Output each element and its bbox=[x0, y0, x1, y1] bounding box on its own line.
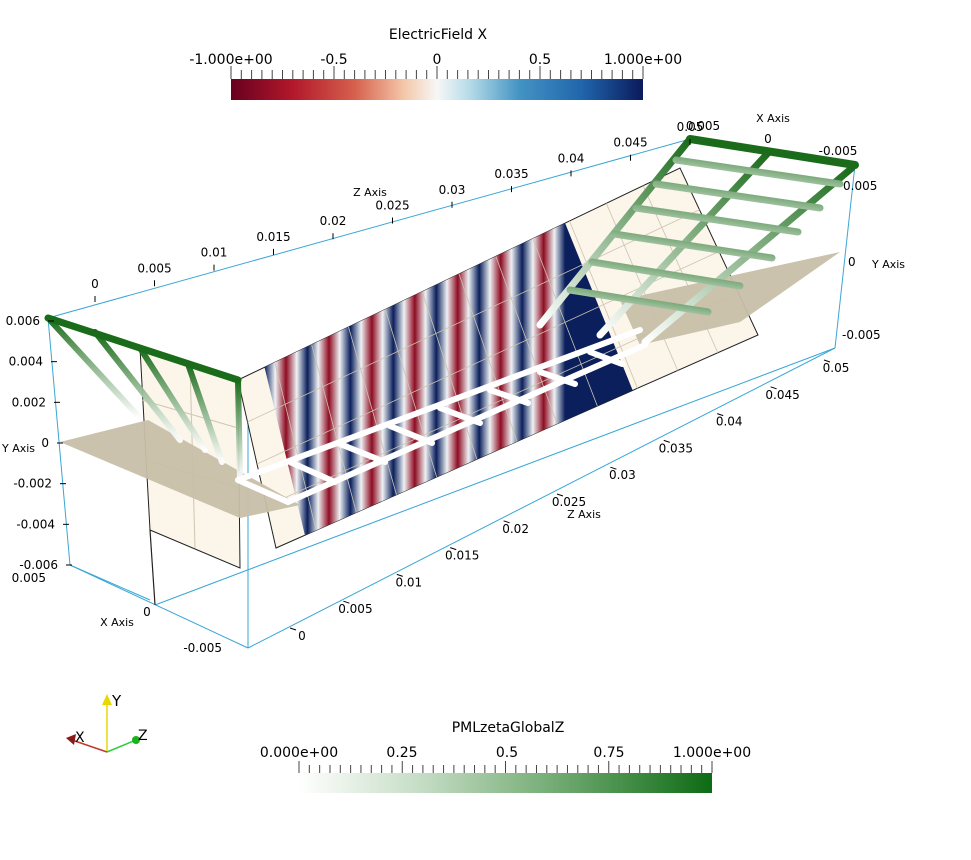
tick-label: 0 bbox=[41, 436, 49, 450]
tick-label: 0.002 bbox=[12, 395, 46, 409]
tick-label: 0.03 bbox=[609, 468, 636, 482]
plane-right bbox=[620, 252, 840, 345]
pml-mesh-center bbox=[235, 327, 648, 505]
tick-label: 0.05 bbox=[823, 361, 850, 375]
tick-label: 0 bbox=[143, 605, 151, 619]
tick-label: 0.005 bbox=[137, 261, 171, 275]
colorbar-label: -0.5 bbox=[320, 52, 347, 68]
tick-label: 0.045 bbox=[765, 388, 799, 402]
y-axis-left: Y Axis 0.006 0.004 0.002 0 -0.002 -0.004 -0.00… bbox=[1, 314, 72, 572]
colorbar-electricfield: ElectricField X -1.000e+00 -0.5 0 0.5 1.… bbox=[189, 27, 682, 100]
colorbar-pmlzeta: PMLzetaGlobalZ 0.000e+00 0.25 0.5 0.75 1… bbox=[260, 720, 751, 793]
y-axis-right: Y Axis 0.005 0 -0.005 bbox=[842, 179, 905, 342]
colorbar-gradient bbox=[231, 79, 643, 100]
colorbar-title: PMLzetaGlobalZ bbox=[452, 720, 565, 736]
wave-bands bbox=[264, 223, 633, 536]
x-axis-top: X Axis 0.005 0 -0.005 bbox=[686, 112, 858, 158]
tick-label: 0.005 bbox=[686, 119, 720, 133]
colorbar-label: 0 bbox=[433, 52, 442, 68]
tick-label: 0.005 bbox=[843, 179, 877, 193]
tick-label: -0.005 bbox=[819, 144, 858, 158]
tick-label: 0.03 bbox=[439, 183, 466, 197]
tick-label: 0.02 bbox=[320, 214, 347, 228]
colorbar-gradient bbox=[299, 773, 712, 793]
tick-label: 0 bbox=[764, 132, 772, 146]
x-axis-left: X Axis 0.005 0 -0.005 bbox=[12, 571, 222, 655]
tick-label: 0.01 bbox=[395, 575, 422, 589]
tick-label: 0.004 bbox=[9, 355, 43, 369]
colorbar-ticks bbox=[298, 761, 713, 773]
tick-label: 0.04 bbox=[558, 151, 585, 165]
orientation-z-label: Z bbox=[138, 728, 148, 744]
axis-title: Y Axis bbox=[1, 442, 35, 455]
tick-label: 0.025 bbox=[552, 495, 586, 509]
tick-label: 0 bbox=[298, 629, 306, 643]
tick-label: -0.005 bbox=[183, 641, 222, 655]
tick-label: 0.035 bbox=[494, 167, 528, 181]
scene bbox=[44, 135, 859, 649]
colorbar-label: 0.000e+00 bbox=[260, 745, 338, 761]
pml-edge-right bbox=[686, 135, 859, 169]
tick-label: 0.045 bbox=[613, 136, 647, 150]
tick-label: 0 bbox=[91, 277, 99, 291]
pml-mesh-right bbox=[536, 135, 856, 346]
axis-title: Z Axis bbox=[567, 508, 601, 521]
tick-label: -0.004 bbox=[16, 517, 55, 531]
tick-label: 0.02 bbox=[502, 522, 529, 536]
colorbar-label: 1.000e+00 bbox=[673, 745, 751, 761]
colorbar-labels: -1.000e+00 -0.5 0 0.5 1.000e+00 bbox=[189, 52, 682, 68]
tick-label: -0.006 bbox=[19, 558, 58, 572]
tick-label: -0.005 bbox=[842, 328, 881, 342]
axis-title: Z Axis bbox=[353, 186, 387, 199]
tick-label: 0.015 bbox=[256, 230, 290, 244]
tick-label: 0.05 bbox=[677, 120, 704, 134]
wave-region bbox=[264, 223, 633, 536]
orientation-axes: Y X Z bbox=[66, 692, 148, 753]
colorbar-label: 0.75 bbox=[593, 745, 624, 761]
z-axis-bottom: Z Axis 0 0.005 0.01 0.015 0.02 0.025 0.03 0.035… bbox=[289, 359, 850, 643]
z-axis-top: Z Axis 0 0.005 0.01 0.015 0.02 0.025 0.03 0.035… bbox=[91, 120, 703, 302]
tick-label: 0.01 bbox=[201, 246, 228, 260]
tick-label: 0.006 bbox=[6, 314, 40, 328]
colorbar-title: ElectricField X bbox=[389, 27, 488, 43]
tick-label: 0.005 bbox=[338, 602, 372, 616]
colorbar-label: 0.5 bbox=[496, 745, 518, 761]
axis-title: X Axis bbox=[756, 112, 790, 125]
colorbar-ticks bbox=[230, 66, 644, 79]
tick-label: 0 bbox=[848, 255, 856, 269]
orientation-x-label: X bbox=[75, 730, 85, 746]
tick-label: 0.04 bbox=[716, 415, 743, 429]
tick-label: 0.025 bbox=[375, 199, 409, 213]
plane-left bbox=[60, 420, 300, 518]
colorbar-label: 1.000e+00 bbox=[604, 52, 682, 68]
colorbar-label: 0.5 bbox=[529, 52, 551, 68]
colorbar-label: 0.25 bbox=[386, 745, 417, 761]
colorbar-labels: 0.000e+00 0.25 0.5 0.75 1.000e+00 bbox=[260, 745, 751, 761]
tick-label: 0.035 bbox=[659, 441, 693, 455]
colorbar-label: -1.000e+00 bbox=[189, 52, 272, 68]
pml-mesh-left bbox=[45, 315, 243, 481]
tick-label: 0.015 bbox=[445, 549, 479, 563]
axis-title: X Axis bbox=[100, 616, 134, 629]
tick-label: 0.005 bbox=[12, 571, 46, 585]
orientation-y-label: Y bbox=[111, 692, 122, 710]
pml-edge-left bbox=[44, 314, 242, 384]
tick-label: -0.002 bbox=[13, 477, 52, 491]
axis-title: Y Axis bbox=[871, 258, 905, 271]
